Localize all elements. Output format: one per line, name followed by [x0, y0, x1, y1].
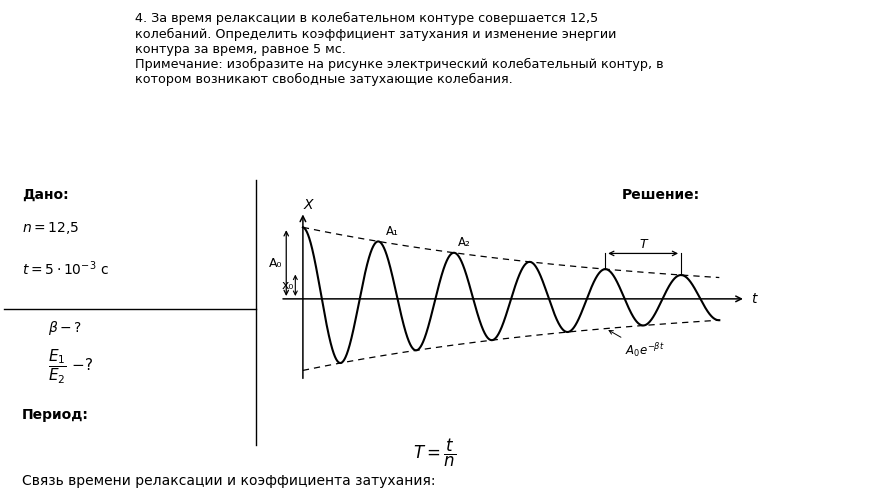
Text: A₂: A₂: [458, 236, 470, 249]
Text: Решение:: Решение:: [621, 188, 700, 202]
Text: A₁: A₁: [386, 225, 399, 238]
Text: 4. За время релаксации в колебательном контуре совершается 12,5
колебаний. Опред: 4. За время релаксации в колебательном к…: [135, 12, 663, 86]
Text: $\beta-?$: $\beta-?$: [48, 319, 82, 336]
Text: $\dfrac{E_1}{E_2}$ $-?$: $\dfrac{E_1}{E_2}$ $-?$: [48, 348, 93, 386]
Text: x₀: x₀: [282, 279, 294, 292]
Text: T: T: [640, 238, 647, 250]
Text: Дано:: Дано:: [22, 188, 69, 202]
Text: X: X: [303, 198, 313, 211]
Text: Связь времени релаксации и коэффициента затухания:: Связь времени релаксации и коэффициента …: [22, 474, 435, 488]
Text: $t = 5 \cdot 10^{-3}$ с: $t = 5 \cdot 10^{-3}$ с: [22, 259, 109, 278]
Text: $T = \dfrac{t}{n}$: $T = \dfrac{t}{n}$: [413, 437, 456, 469]
Text: A₀: A₀: [269, 256, 282, 270]
Text: $A_0 e^{-\beta t}$: $A_0 e^{-\beta t}$: [609, 330, 664, 360]
Text: $n = 12{,}5$: $n = 12{,}5$: [22, 220, 79, 236]
Text: Период:: Период:: [22, 408, 89, 421]
Text: t: t: [751, 292, 757, 306]
